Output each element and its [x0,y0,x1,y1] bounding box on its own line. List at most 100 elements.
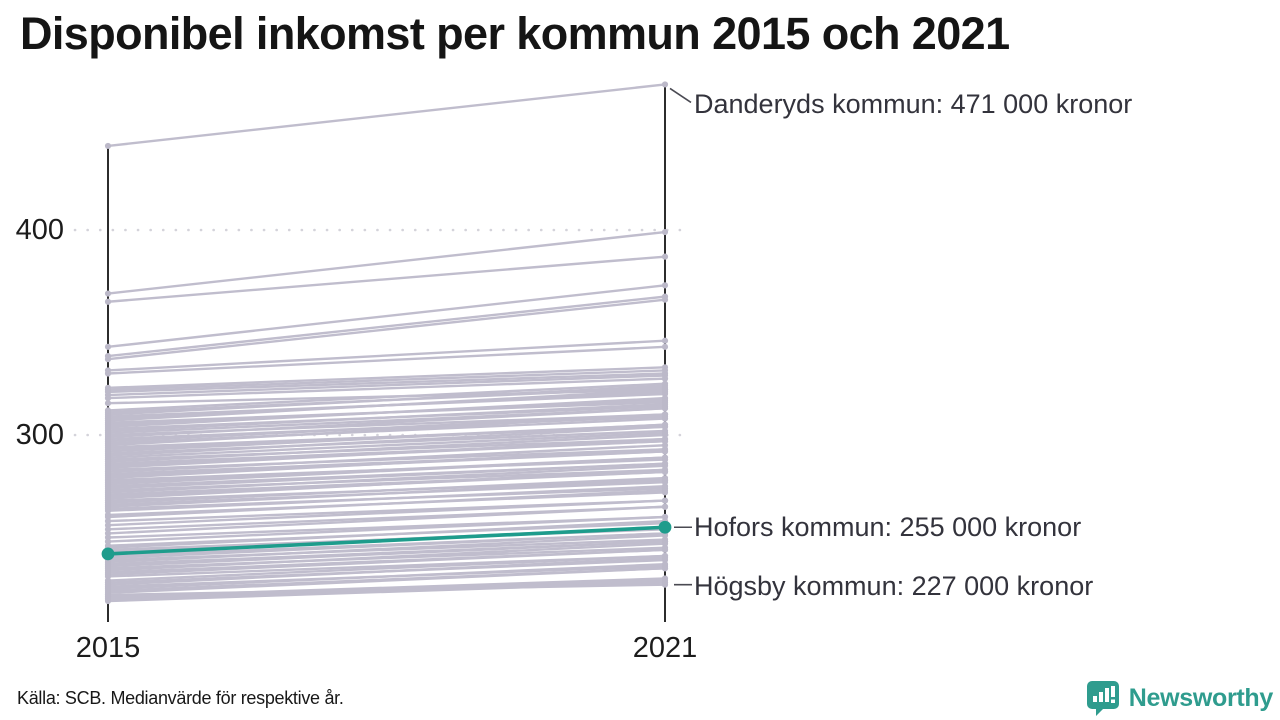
chart-title: Disponibel inkomst per kommun 2015 och 2… [20,8,1010,59]
slope-line [107,255,666,303]
slope-line [107,83,666,148]
slope-line [107,377,666,400]
slope-dot [661,565,669,572]
slope-dot [104,142,112,150]
slope-line [107,532,666,560]
slope-dot [661,581,669,588]
slope-dot [661,386,669,393]
slope-dot [104,343,112,350]
slope-line [107,444,666,474]
slope-line [107,437,666,469]
slope-dot [661,423,669,430]
slope-line [107,489,666,519]
slope-line [107,369,666,392]
slope-line [107,403,666,433]
slope-line [107,476,666,504]
slope-dot [661,497,669,504]
slope-line [107,542,666,572]
slope-dot [661,343,669,350]
slope-dot [661,337,669,344]
brand-name: Newsworthy [1128,683,1274,712]
slope-line [107,372,666,394]
leader-line [669,87,692,104]
slope-line [107,396,666,428]
slope-dot [661,228,669,236]
annotation-hogsby: Högsby kommun: 227 000 kronor [694,570,1094,601]
highlight-dot-2021 [658,520,672,534]
slope-line [107,382,666,412]
slope-line [107,515,666,543]
slope-dot [104,400,112,407]
slope-line [107,431,666,459]
slope-dot [661,466,669,473]
newsworthy-icon [1086,681,1119,716]
slope-dot [661,546,669,553]
slope-dot [104,395,112,402]
brand-logo: Newsworthy [1085,679,1273,717]
slope-dot [661,532,669,539]
slope-line [107,339,666,372]
slope-line [107,540,666,568]
y-tick-label-400: 400 [15,214,64,246]
slope-line [107,462,666,490]
slope-line [107,478,666,508]
slope-dot [661,81,669,88]
slope-line [107,366,666,390]
slope-line [107,556,666,586]
slope-line [107,562,666,590]
slope-dot [104,370,112,377]
slope-line [107,554,666,582]
slope-line [107,230,666,295]
slope-line [107,388,666,422]
highlight-line [107,525,666,556]
slope-dot [104,298,112,305]
x-tick-label-2021: 2021 [632,632,698,664]
slope-dot [661,282,669,289]
slope-line [107,423,666,453]
slope-line [107,425,666,457]
slope-line [107,448,666,480]
slope-line [107,374,666,397]
source-note: Källa: SCB. Medianvärde för respektive å… [17,688,344,708]
slope-line [107,534,666,564]
slope-line [107,499,666,527]
slope-dot [104,356,112,363]
slope-dot [661,503,669,510]
slope-line [107,548,666,576]
slope-dot [104,591,112,599]
annotation-hofors: Hofors kommun: 255 000 kronor [694,512,1082,543]
slope-dot [661,446,669,453]
slope-line [107,505,666,535]
slope-line [107,464,666,494]
slope-line [107,456,666,486]
slope-dot [661,477,669,484]
slope-dot [104,597,112,605]
slope-line [107,384,666,416]
slope-dot [661,554,669,562]
slope-dot [661,436,669,443]
slope-dot [661,411,669,418]
y-tick-label-300: 300 [15,419,64,451]
slope-dot [661,253,669,260]
slope-line [107,298,666,361]
slope-line [107,519,666,549]
slope-line [107,468,666,500]
slope-dot [661,296,669,303]
slope-line [107,433,666,463]
x-tick-label-2015: 2015 [75,632,141,664]
slope-line [107,295,666,358]
slope-dot [661,487,669,494]
slope-dot [104,290,112,297]
slope-line [107,284,666,349]
slope-dot [661,454,669,461]
slope-line [107,485,666,513]
annotation-danderyd: Danderyds kommun: 471 000 kronor [694,89,1133,120]
slope-dot [661,540,669,547]
slope-line [107,345,666,375]
slope-dot [661,375,669,382]
slope-dot [661,405,669,412]
slope-dot [661,395,669,402]
slope-line [107,407,666,439]
